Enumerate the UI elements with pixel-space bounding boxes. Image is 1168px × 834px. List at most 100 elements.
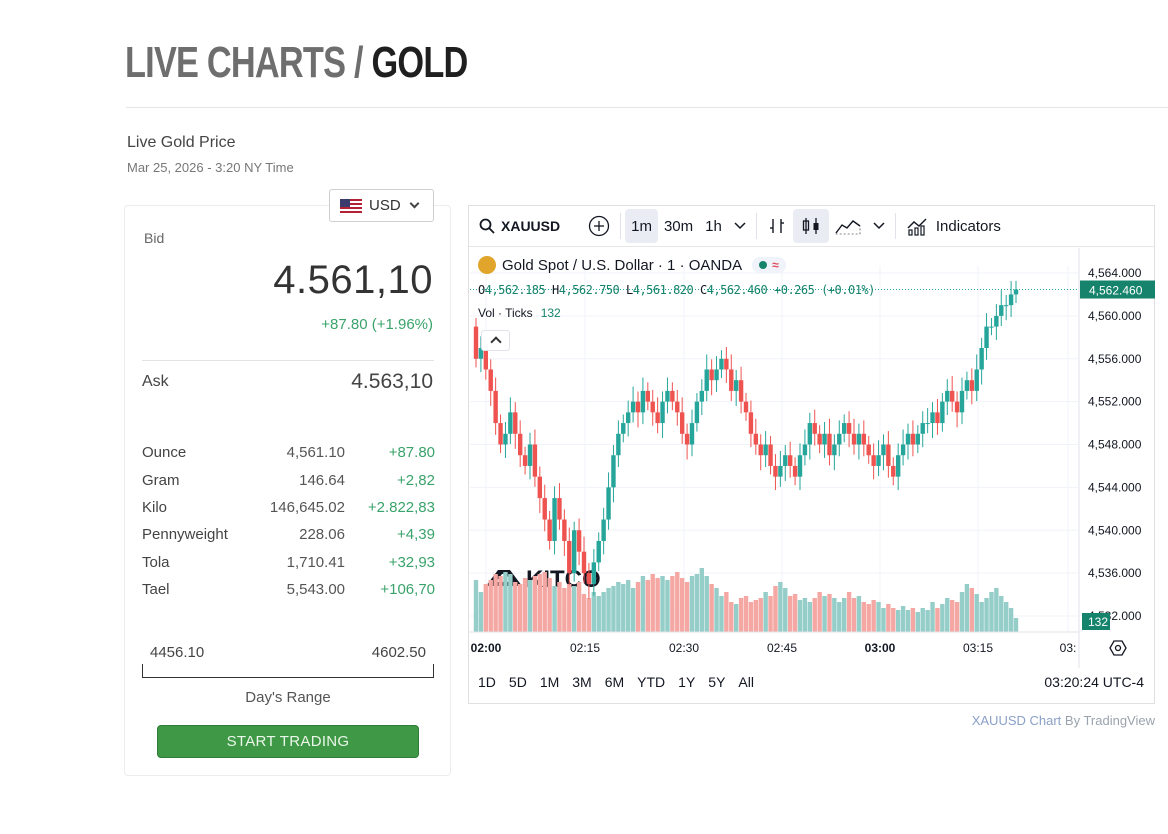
volume-bar	[670, 576, 675, 632]
candle-body	[1008, 294, 1014, 306]
chevron-down-icon	[873, 222, 885, 230]
credit-by: By TradingView	[1061, 713, 1155, 728]
candle-body	[832, 444, 837, 456]
us-flag-icon	[340, 198, 362, 213]
range-1m-button[interactable]: 1M	[539, 674, 560, 690]
indicators-button[interactable]: Indicators	[900, 206, 1007, 246]
range-1y-button[interactable]: 1Y	[678, 674, 696, 690]
tradingview-credit[interactable]: XAUUSD Chart By TradingView	[972, 713, 1155, 728]
candle-body	[517, 433, 523, 456]
chart-clock[interactable]: 03:20:24 UTC-4	[1044, 674, 1144, 690]
volume-bar	[517, 584, 523, 632]
candle-body	[999, 305, 1004, 316]
volume-bar	[557, 582, 562, 632]
candle-body	[758, 444, 763, 456]
x-tick-label: 02:30	[669, 641, 699, 655]
candle-body	[773, 465, 778, 477]
volume-bar	[665, 580, 670, 632]
range-6m-button[interactable]: 6M	[604, 674, 625, 690]
unit-name: Ounce	[142, 444, 187, 462]
interval-dropdown[interactable]	[728, 206, 752, 246]
start-trading-button[interactable]: START TRADING	[157, 725, 419, 758]
candle-body	[866, 444, 871, 456]
volume-bar	[684, 582, 690, 632]
candle-body	[915, 433, 921, 445]
x-tick-label: 02:15	[570, 641, 600, 655]
x-tick-label: 03:	[1060, 641, 1077, 655]
candle-body	[871, 455, 876, 466]
candle-body	[719, 358, 724, 370]
unit-change: +2,82	[397, 471, 435, 489]
unit-change: +32,93	[388, 553, 435, 571]
candle-body	[650, 401, 655, 413]
currency-value: USD	[369, 197, 401, 214]
candle-body	[881, 444, 886, 456]
y-tick-label: 4,544.000	[1088, 480, 1142, 494]
volume-bar	[591, 592, 597, 632]
volume-bar	[861, 602, 867, 632]
volume-bar	[606, 588, 611, 632]
credit-link[interactable]: XAUUSD Chart	[971, 713, 1062, 728]
candle-body	[949, 390, 955, 402]
candle-body	[1013, 289, 1019, 295]
range-3m-button[interactable]: 3M	[572, 674, 592, 690]
interval-1m[interactable]: 1m	[625, 209, 658, 243]
candle-body	[640, 390, 646, 413]
candlestick-icon	[802, 218, 819, 234]
candle-body	[542, 498, 547, 520]
candle-body	[778, 465, 783, 477]
ohlc-open-label: O	[478, 283, 485, 297]
compare-button[interactable]	[582, 206, 616, 246]
range-ytd-button[interactable]: YTD	[637, 674, 666, 690]
range-5y-button[interactable]: 5Y	[708, 674, 726, 690]
interval-30m[interactable]: 30m	[663, 217, 694, 235]
chart-type-button[interactable]	[829, 206, 867, 246]
volume-bar	[886, 604, 891, 632]
symbol-search[interactable]: XAUUSD	[469, 206, 566, 246]
price-chart[interactable]: KITCO 4,564.0004,560.0004,556.0004,552.0…	[468, 248, 1155, 668]
candle-body	[954, 401, 960, 413]
candle-body	[994, 315, 999, 327]
gear-icon[interactable]	[1109, 640, 1127, 656]
y-tick-label: 4,564.000	[1088, 266, 1142, 280]
range-5d-button[interactable]: 5D	[508, 674, 527, 690]
range-1d-button[interactable]: 1D	[478, 674, 496, 690]
volume-bar	[763, 592, 768, 632]
candle-body	[1003, 305, 1009, 307]
volume-bar	[488, 580, 493, 632]
volume-bar	[694, 574, 700, 632]
volume-bar	[866, 604, 871, 632]
volume-bar	[1013, 618, 1019, 632]
interval-1h[interactable]: 1h	[705, 217, 722, 235]
chart-type-dropdown[interactable]	[867, 206, 891, 246]
candles-button[interactable]	[792, 209, 829, 243]
unit-row-tola: Tola 1,710.41 +32,93	[142, 549, 436, 576]
volume-bar	[704, 576, 709, 632]
volume-readout: Vol · Ticks 132	[478, 306, 561, 320]
date-range-bar: 1D 5D 1M 3M 6M YTD 1Y 5Y All	[478, 674, 767, 690]
volume-bar	[827, 594, 832, 632]
candle-body	[694, 401, 700, 424]
range-all-button[interactable]: All	[738, 674, 754, 690]
page-title-metal: GOLD	[371, 38, 469, 87]
volume-bar	[817, 592, 822, 632]
candle-body	[861, 433, 867, 445]
candle-body	[606, 487, 611, 520]
volume-bar	[596, 596, 601, 632]
candle-body	[586, 573, 592, 584]
candle-body	[483, 348, 489, 370]
collapse-legend-button[interactable]	[481, 330, 510, 351]
bar-style-button[interactable]	[761, 206, 793, 246]
currency-select[interactable]: USD	[329, 189, 434, 222]
volume-bar	[797, 600, 803, 632]
volume-bar	[714, 588, 719, 632]
unit-name: Tola	[142, 553, 170, 571]
volume-bar	[635, 582, 641, 632]
toolbar-divider	[894, 213, 896, 239]
ohlc-change: +0.265 (+0.01%)	[774, 283, 875, 297]
delayed-icon: ≈	[772, 258, 779, 272]
candle-body	[837, 433, 842, 445]
unit-value: 228.06	[299, 526, 345, 544]
volume-bar	[964, 584, 970, 632]
candle-body	[567, 540, 572, 574]
